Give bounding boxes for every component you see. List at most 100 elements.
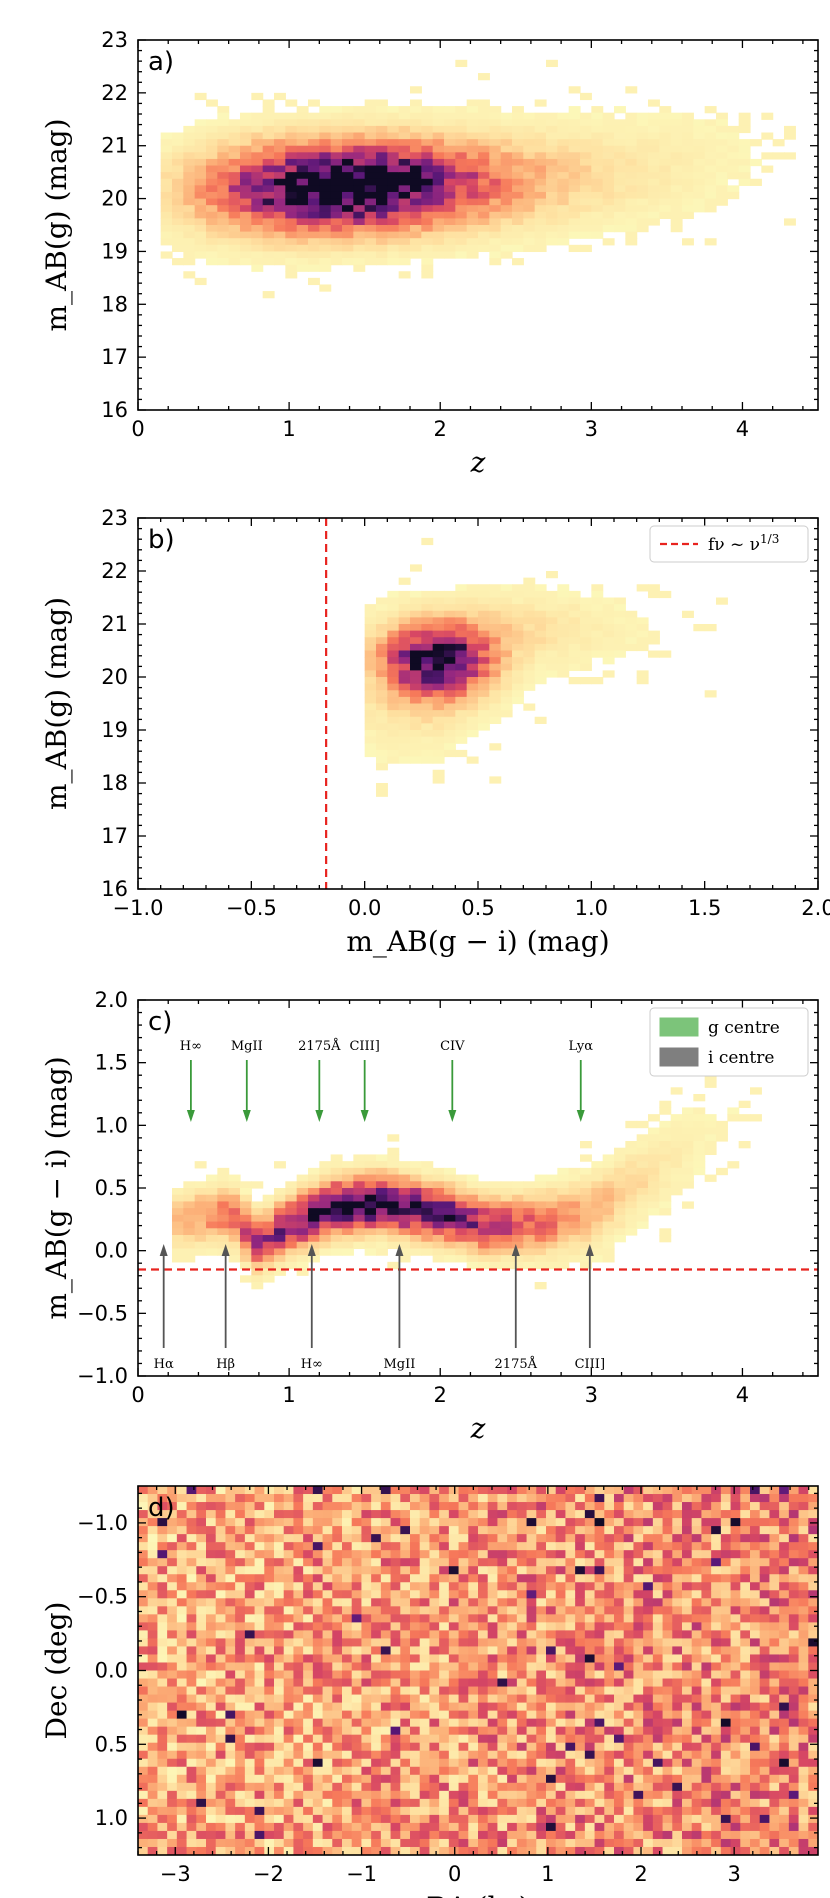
heatmap-cell [614,1221,626,1229]
heatmap-cell [308,1235,320,1243]
y-tick-label: 0.0 [95,1239,128,1263]
heatmap-cell [387,139,400,147]
heatmap-cell [536,1558,547,1567]
heatmap-cell [376,1208,388,1216]
heatmap-cell [750,139,762,147]
heatmap-cell [398,610,411,618]
heatmap-cell [160,218,173,226]
heatmap-cell [526,1526,537,1535]
heatmap-cell [580,663,592,671]
heatmap-cell [659,178,672,186]
heatmap-cell [489,637,502,645]
heatmap-cell [196,1758,207,1768]
heatmap-cell [432,776,445,784]
heatmap-cell [303,1726,314,1736]
heatmap-cell [364,610,377,618]
heatmap-cell [507,1598,518,1607]
heatmap-cell [186,1774,197,1784]
heatmap-cell [206,1710,217,1720]
heatmap-cell [693,1167,706,1176]
heatmap-cell [410,604,422,612]
heatmap-cell [351,1846,363,1855]
heatmap-cell [332,1702,343,1712]
heatmap-cell [507,1806,518,1816]
heatmap-cell [390,1662,401,1672]
heatmap-cell [575,1550,586,1559]
heatmap-cell [390,1790,401,1800]
heatmap-cell [206,1718,217,1728]
heatmap-cell [602,205,615,213]
heatmap-cell [361,1766,372,1776]
heatmap-cell [262,1201,275,1209]
heatmap-cell [235,1510,246,1519]
heatmap-cell [147,1614,159,1623]
heatmap-cell [487,1662,499,1672]
heatmap-cell [575,1534,586,1543]
heatmap-cell [206,258,218,266]
heatmap-cell [342,178,354,186]
heatmap-cell [332,1558,343,1567]
heatmap-cell [497,1486,508,1495]
heatmap-cell [332,1718,343,1728]
heatmap-cell [364,730,377,738]
heatmap-cell [353,1188,366,1196]
heatmap-cell [614,1201,626,1209]
heatmap-cell [194,211,207,219]
heatmap-cell [516,1590,528,1599]
heatmap-cell [244,1742,256,1752]
heatmap-cell [147,1782,159,1792]
heatmap-cell [489,617,502,625]
heatmap-cell [534,610,547,618]
heatmap-cell [614,617,626,625]
heatmap-cell [283,1702,295,1712]
heatmap-cell [157,1766,168,1776]
heatmap-cell [584,1702,596,1712]
heatmap-cell [342,1181,354,1189]
heatmap-cell [536,1726,547,1736]
heatmap-cell [455,244,468,253]
heatmap-cell [455,211,468,219]
heatmap-cell [364,677,377,685]
heatmap-cell [659,1154,672,1162]
heatmap-cell [497,1694,508,1704]
heatmap-cell [682,119,694,127]
heatmap-cell [390,1494,401,1503]
heatmap-cell [516,1526,528,1535]
heatmap-cell [429,1654,440,1664]
heatmap-cell [398,703,411,711]
heatmap-cell [410,119,422,127]
heatmap-cell [478,1630,489,1640]
heatmap-cell [296,1221,309,1229]
heatmap-cell [390,1534,401,1543]
heatmap-cell [487,1710,499,1720]
heatmap-cell [387,178,400,186]
heatmap-cell [206,132,218,140]
heatmap-cell [387,1208,400,1216]
heatmap-cell [489,663,502,671]
heatmap-cell [584,1566,596,1575]
heatmap-cell [172,172,184,180]
heatmap-cell [322,1822,333,1832]
heatmap-cell [251,1261,264,1270]
heatmap-cell [206,1790,217,1800]
heatmap-cell [183,1241,196,1250]
heatmap-cell [235,1734,246,1744]
heatmap-cell [217,125,230,134]
heatmap-cell [244,1550,256,1559]
heatmap-cell [138,1782,149,1792]
heatmap-cell [648,1154,660,1162]
heatmap-cell [429,1734,440,1744]
heatmap-cell [546,59,558,68]
heatmap-cell [555,1662,567,1672]
heatmap-cell [283,1558,295,1567]
heatmap-cell [264,1838,275,1848]
heatmap-cell [235,1502,246,1511]
heatmap-cell [296,231,309,239]
heatmap-cell [285,1248,298,1256]
heatmap-cell [523,244,536,253]
heatmap-cell [364,743,377,751]
heatmap-cell [342,225,354,233]
x-tick-label: 2 [434,417,447,441]
heatmap-cell [147,1686,159,1696]
heatmap-cell [636,125,649,134]
